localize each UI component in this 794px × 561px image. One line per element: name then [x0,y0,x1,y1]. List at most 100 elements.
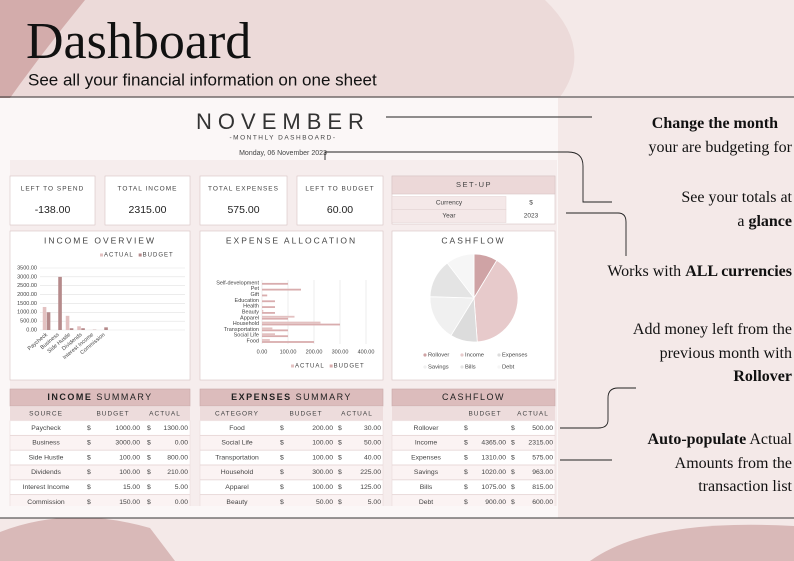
table-row [199,479,384,495]
bar [262,341,314,343]
row-label: Interest Income [23,484,70,491]
bar [65,315,70,330]
budget-value: 3000.00 [115,440,140,447]
annotation-line: previous month with [660,345,792,362]
x-tick-label: 200.00 [306,349,323,355]
bar [77,326,81,330]
chart-title: INCOME OVERVIEW [44,235,156,245]
bar [262,327,273,330]
row-label: Business [32,440,60,447]
y-tick-label: 2500.00 [17,283,37,289]
currency: $ [511,469,515,476]
row-label: Beauty [226,499,248,506]
bar [262,310,264,312]
actual-value: 815.00 [532,484,553,491]
legend-swatch [100,253,103,257]
table-row [199,420,384,436]
table: EXPENSES SUMMARY CATEGORY BUDGET ACTUAL Food $… [199,388,384,506]
row-label: Transportation [215,454,259,461]
budget-value: 100.00 [312,484,333,491]
y-tick-label: 1500.00 [17,301,37,307]
annotation-text: transaction list [698,478,792,495]
bar [262,282,288,285]
table-row [391,494,556,506]
row-label: Social Life [221,440,253,447]
x-tick-label: 100.00 [280,349,297,355]
column-header: ACTUAL [149,411,181,418]
table-row [391,435,556,451]
annotation-text: a [737,213,748,230]
setup-value: 2023 [524,213,539,220]
legend-swatch [329,364,333,368]
table-title-text: SUMMARY [96,392,152,402]
month: NOVEMBER [196,109,370,134]
actual-value: 500.00 [532,425,553,432]
bar [262,300,275,303]
annotation-text: glance [748,213,792,230]
card-value: 2315.00 [129,204,167,216]
currency: $ [511,425,515,432]
actual-value: 963.00 [532,469,553,476]
currency: $ [464,440,468,447]
card-label: TOTAL INCOME [118,186,178,193]
y-tick-label: Self-development [216,280,259,286]
table-row [199,435,384,451]
chart-title: EXPENSE ALLOCATION [226,235,357,245]
currency: $ [147,425,151,432]
legend-label: ACTUAL [295,364,325,370]
legend-swatch [423,353,427,357]
y-tick-label: Household [233,321,259,327]
budget-value: 4365.00 [481,440,506,447]
column-header: BUDGET [96,411,129,418]
legend-label: BUDGET [143,253,174,259]
budget-value: 1000.00 [115,425,140,432]
legend-label: Bills [465,365,476,371]
budget-value: 100.00 [312,454,333,461]
setup-key: Currency [436,200,463,207]
table-row [391,479,556,495]
card [199,175,288,226]
y-tick-label: Health [243,304,259,310]
legend-swatch [460,353,464,357]
setup-row [391,209,507,223]
table-row [9,420,191,436]
table-row [9,450,191,466]
bar [262,317,288,320]
actual-value: 575.00 [532,454,553,461]
actual-value: 30.00 [364,425,381,432]
y-tick-label: 2000.00 [17,292,37,298]
currency: $ [147,454,151,461]
actual-value: 0.00 [175,499,188,506]
arrow [566,212,627,256]
row-label: Expenses [411,454,441,461]
legend-label: Rollover [428,353,449,359]
y-tick-label: Pet [251,286,260,292]
budget-value: 15.00 [123,484,140,491]
row-label: Dividends [31,469,61,476]
table-row [199,464,384,480]
annotation-line: See your totals at [681,189,792,206]
annotation-text: Actual [746,431,792,448]
card [9,175,96,226]
currency: $ [338,454,342,461]
currency: $ [338,440,342,447]
table-title-bar [199,388,384,407]
annotation-line: Amounts from the [675,455,792,472]
currency: $ [338,469,342,476]
setup-header [391,175,556,195]
bar [58,276,62,330]
bar [104,327,108,330]
legend-swatch [291,364,294,368]
column-header: SOURCE [29,411,63,418]
budget-value: 1020.00 [481,469,506,476]
legend-label: BUDGET [334,364,365,370]
table-row [391,450,556,466]
row-label: Bills [420,484,433,491]
row-label: Apparel [225,484,249,491]
card [296,175,384,226]
column-header: BUDGET [468,411,501,418]
annotation-text: your are budgeting for [648,139,792,156]
y-tick-label: 500.00 [20,319,37,325]
y-tick-label: Gift [250,292,259,298]
